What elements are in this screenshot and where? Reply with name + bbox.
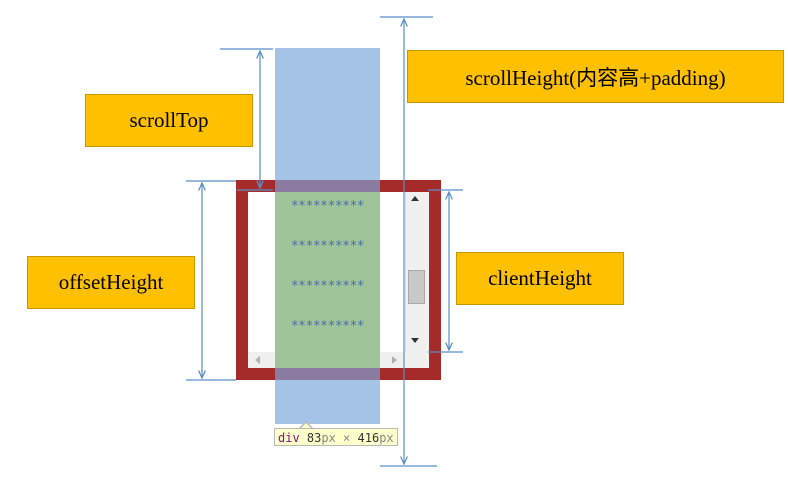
tooltip-width-value: 83 [306, 431, 322, 445]
content-row: ********** [290, 239, 365, 254]
scrolltop-label: scrollTop [85, 94, 253, 147]
tooltip-width-unit: px [321, 431, 336, 445]
dimension-tooltip: div 83px × 416px [274, 428, 398, 446]
clientheight-label: clientHeight [456, 252, 624, 305]
tooltip-height-unit: px [379, 431, 394, 445]
scrollbar-corner [405, 352, 429, 368]
scroll-down-arrow-icon[interactable] [411, 338, 419, 343]
tooltip-pointer-fill [300, 423, 312, 429]
content-row: ********** [290, 199, 365, 214]
scrollheight-label: scrollHeight(内容高+padding) [407, 50, 784, 103]
tooltip-times: × [335, 431, 358, 445]
scrollbar-thumb[interactable] [408, 270, 425, 304]
frame-bottom-overlap [275, 368, 380, 380]
offsetheight-label: offsetHeight [27, 256, 195, 309]
scroll-left-arrow-icon[interactable] [255, 356, 260, 364]
content-row: ********** [290, 279, 365, 294]
tooltip-tag: div [278, 431, 300, 445]
tooltip-height-value: 416 [357, 431, 380, 445]
content-row: ********** [290, 319, 365, 334]
visible-content-area: ********** ********** ********** *******… [275, 192, 380, 352]
scroll-right-arrow-icon[interactable] [392, 356, 397, 364]
frame-top-overlap [275, 180, 380, 192]
visible-content-lower-over [275, 352, 380, 368]
scroll-up-arrow-icon[interactable] [411, 196, 419, 201]
